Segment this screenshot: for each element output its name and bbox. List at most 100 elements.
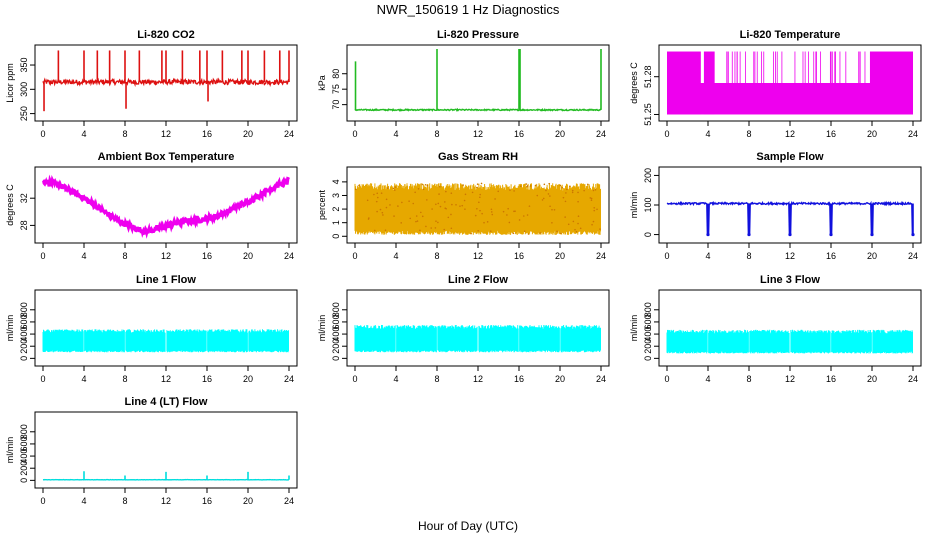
series-point (435, 203, 437, 206)
y-axis-label: Licor ppm (5, 63, 15, 103)
y-tick-label: 0 (331, 356, 341, 361)
series-point (426, 184, 429, 187)
y-tick-label: 75 (331, 84, 341, 94)
series-point (437, 202, 440, 205)
x-tick-label: 4 (393, 251, 398, 261)
x-tick-label: 20 (555, 374, 565, 384)
series-point (437, 221, 439, 224)
series-point (566, 188, 568, 191)
y-tick-label: 2 (331, 207, 341, 212)
series-point (376, 192, 379, 195)
x-tick-label: 24 (908, 374, 918, 384)
series-point (593, 207, 596, 209)
x-tick-label: 8 (746, 251, 751, 261)
series-point (481, 212, 483, 215)
series-point (519, 185, 522, 188)
chart-title: Line 3 Flow (760, 274, 820, 286)
series-point (490, 211, 493, 213)
series-point (412, 202, 415, 205)
series-point (397, 205, 399, 207)
series-band-high (703, 51, 715, 115)
series-point (568, 185, 571, 188)
series-point (577, 215, 580, 218)
y-tick-label: 100 (643, 197, 653, 212)
series-point (506, 214, 508, 216)
series-point (479, 209, 481, 212)
series-point (384, 229, 387, 231)
series-dip-point (788, 232, 792, 237)
y-tick-label: 4 (331, 179, 341, 184)
page-title: NWR_150619 1 Hz Diagnostics (376, 2, 560, 17)
x-tick-label: 8 (122, 129, 127, 139)
x-tick-label: 0 (664, 374, 669, 384)
series-point (424, 183, 427, 186)
x-tick-label: 24 (596, 129, 606, 139)
y-axis-label: ml/min (5, 315, 15, 342)
series-point (459, 205, 461, 207)
series-dip-point (911, 232, 915, 237)
x-tick-label: 0 (664, 129, 669, 139)
y-tick-label: 32 (19, 193, 29, 203)
series-point (567, 223, 570, 226)
x-tick-label: 8 (122, 374, 127, 384)
series-point (367, 218, 370, 220)
x-tick-label: 16 (514, 251, 524, 261)
series-point (435, 220, 437, 223)
series-dip-point (870, 232, 874, 237)
series-point (497, 190, 500, 193)
series-point (438, 193, 440, 195)
series-point (445, 190, 447, 193)
series-point (385, 206, 388, 209)
x-tick-label: 4 (393, 374, 398, 384)
y-tick-label: 0 (643, 356, 653, 361)
x-tick-label: 20 (867, 374, 877, 384)
series-dip-point (706, 232, 710, 237)
series-point (526, 214, 529, 216)
x-tick-label: 4 (393, 129, 398, 139)
x-tick-label: 8 (746, 129, 751, 139)
series-point (596, 208, 598, 211)
series-point (527, 233, 530, 235)
series-point (422, 188, 425, 191)
series-point (599, 228, 601, 230)
series-point (575, 230, 578, 233)
x-tick-label: 0 (664, 251, 669, 261)
y-tick-label: 600 (19, 436, 29, 451)
series-point (480, 182, 483, 185)
series-point (534, 184, 537, 187)
series-point (379, 208, 382, 211)
series-point (389, 204, 391, 206)
series-point (486, 221, 489, 223)
series-point (479, 193, 481, 196)
x-tick-label: 0 (352, 129, 357, 139)
series-point (547, 193, 550, 195)
series-point (417, 187, 420, 190)
chart-title: Li-820 Pressure (437, 29, 519, 41)
x-tick-label: 24 (596, 251, 606, 261)
y-tick-label: 80 (331, 69, 341, 79)
y-tick-label: 200 (19, 461, 29, 476)
series-point (522, 215, 525, 217)
series-point (543, 183, 546, 186)
x-tick-label: 24 (284, 129, 294, 139)
series-point (421, 215, 424, 218)
chart-panel-line2_flow: Line 2 Flow ml/min 0 4 8 12 16 20 24 0 20040060080… (317, 274, 610, 384)
series-point (592, 189, 595, 192)
x-tick-label: 20 (243, 251, 253, 261)
series-band (666, 329, 913, 354)
x-tick-label: 0 (352, 251, 357, 261)
series-point (476, 183, 479, 185)
series-point (572, 220, 575, 223)
y-tick-label: 350 (19, 58, 29, 73)
series-point (415, 215, 418, 217)
series-point (542, 197, 545, 200)
series-point (589, 197, 592, 199)
x-tick-label: 24 (284, 496, 294, 506)
series-point (483, 221, 485, 224)
y-tick-label: 800 (19, 302, 29, 317)
series-point (358, 184, 360, 187)
chart-title: Li-820 CO2 (137, 29, 194, 41)
series-band (354, 183, 601, 235)
x-tick-label: 24 (908, 251, 918, 261)
series-point (478, 201, 480, 204)
